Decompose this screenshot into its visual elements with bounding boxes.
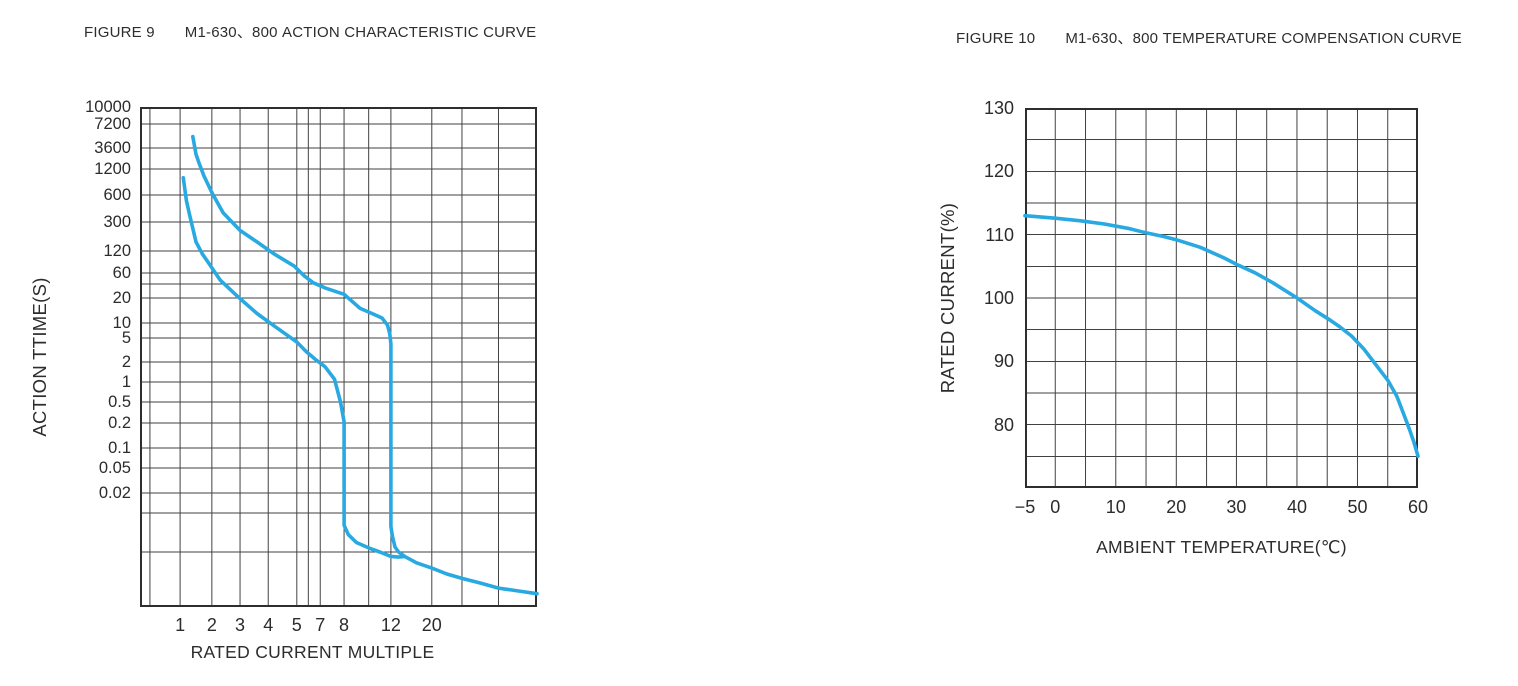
- y-tick-label: 600: [103, 185, 131, 204]
- x-tick-label: 20: [421, 615, 442, 635]
- y-tick-label: 0.2: [108, 413, 131, 432]
- x-tick-label: 4: [263, 615, 274, 635]
- min-trip-curve: [181, 176, 407, 559]
- figure10-plot-area: −5 0 10 20 30 40 50 60 130 120 110 100 90 80: [984, 99, 1428, 516]
- figure10-chart-svg: [1023, 108, 1420, 488]
- y-tick-label: 0.02: [98, 483, 131, 502]
- y-tick-label: 10000: [85, 97, 131, 116]
- y-tick-label: 0.5: [108, 392, 131, 411]
- x-tick-label: 3: [235, 615, 246, 635]
- y-tick-label: 90: [993, 351, 1014, 372]
- x-tick-label: 0: [1050, 497, 1061, 517]
- x-tick-label: 1: [175, 615, 186, 635]
- figure10-y-axis-title: RATED CURRENT(%): [932, 108, 964, 488]
- figure10-label: FIGURE 10: [956, 30, 1036, 47]
- figure9-plot-area: 1 2 3 4 5 7 8 12 20 10000 7200 3600 1200 600 300 120 60 2…: [85, 99, 539, 634]
- y-tick-label: 0.05: [98, 458, 131, 477]
- x-tick-label: 30: [1226, 497, 1247, 517]
- y-tick-label: 3600: [94, 138, 131, 157]
- x-tick-label: 60: [1407, 497, 1429, 517]
- x-tick-label: 10: [1105, 497, 1126, 517]
- y-tick-label: 110: [985, 224, 1014, 245]
- merged-tail-curve: [402, 554, 539, 596]
- figure9-chart-svg: [140, 107, 539, 607]
- figure10-title: FIGURE 10 M1-630、800 TEMPERATURE COMPENSA…: [956, 27, 1462, 48]
- x-tick-label: 20: [1166, 497, 1187, 517]
- figure10-title-text: M1-630、800 TEMPERATURE COMPENSATION CURV…: [1065, 30, 1462, 47]
- y-tick-label: 2: [121, 352, 131, 371]
- y-tick-label: 1: [121, 372, 131, 391]
- x-tick-label: 5: [291, 615, 302, 635]
- y-tick-label: 120: [103, 241, 131, 260]
- max-trip-curve: [191, 134, 407, 559]
- y-tick-label: 100: [983, 288, 1014, 308]
- y-tick-label: 10: [112, 313, 131, 332]
- x-tick-label: 7: [315, 615, 326, 635]
- figure10-y-axis-title-text: RATED CURRENT(%): [937, 202, 958, 394]
- figure10-x-axis-title: AMBIENT TEMPERATURE(℃): [1096, 537, 1347, 557]
- y-tick-label: 0.1: [108, 438, 131, 457]
- figure9-y-axis-title: ACTION TTIME(S): [24, 107, 56, 607]
- figure9-title-text: M1-630、800 ACTION CHARACTERISTIC CURVE: [184, 24, 537, 41]
- x-tick-label: 2: [206, 615, 217, 635]
- y-tick-label: 120: [983, 161, 1014, 182]
- y-tick-label: 7200: [94, 114, 131, 133]
- x-tick-label: 12: [380, 615, 401, 635]
- figure9-y-axis-title-text: ACTION TTIME(S): [29, 277, 50, 437]
- figure9-title: FIGURE 9 M1-630、800 ACTION CHARACTERISTIC…: [84, 21, 536, 42]
- y-tick-label: 80: [993, 414, 1014, 435]
- x-tick-label: −5: [1014, 497, 1036, 517]
- figure9-label: FIGURE 9: [84, 24, 155, 41]
- y-tick-label: 60: [112, 263, 131, 282]
- x-tick-label: 50: [1347, 497, 1368, 517]
- y-tick-label: 1200: [94, 159, 131, 178]
- y-tick-label: 20: [112, 288, 131, 307]
- temp-compensation-curve: [1023, 213, 1420, 459]
- y-tick-label: 130: [983, 98, 1014, 118]
- x-tick-label: 8: [339, 615, 350, 635]
- x-tick-label: 40: [1286, 497, 1307, 517]
- y-tick-label: 5: [121, 328, 131, 347]
- figure9-x-axis-title: RATED CURRENT MULTIPLE: [190, 642, 435, 662]
- y-tick-label: 300: [103, 212, 131, 231]
